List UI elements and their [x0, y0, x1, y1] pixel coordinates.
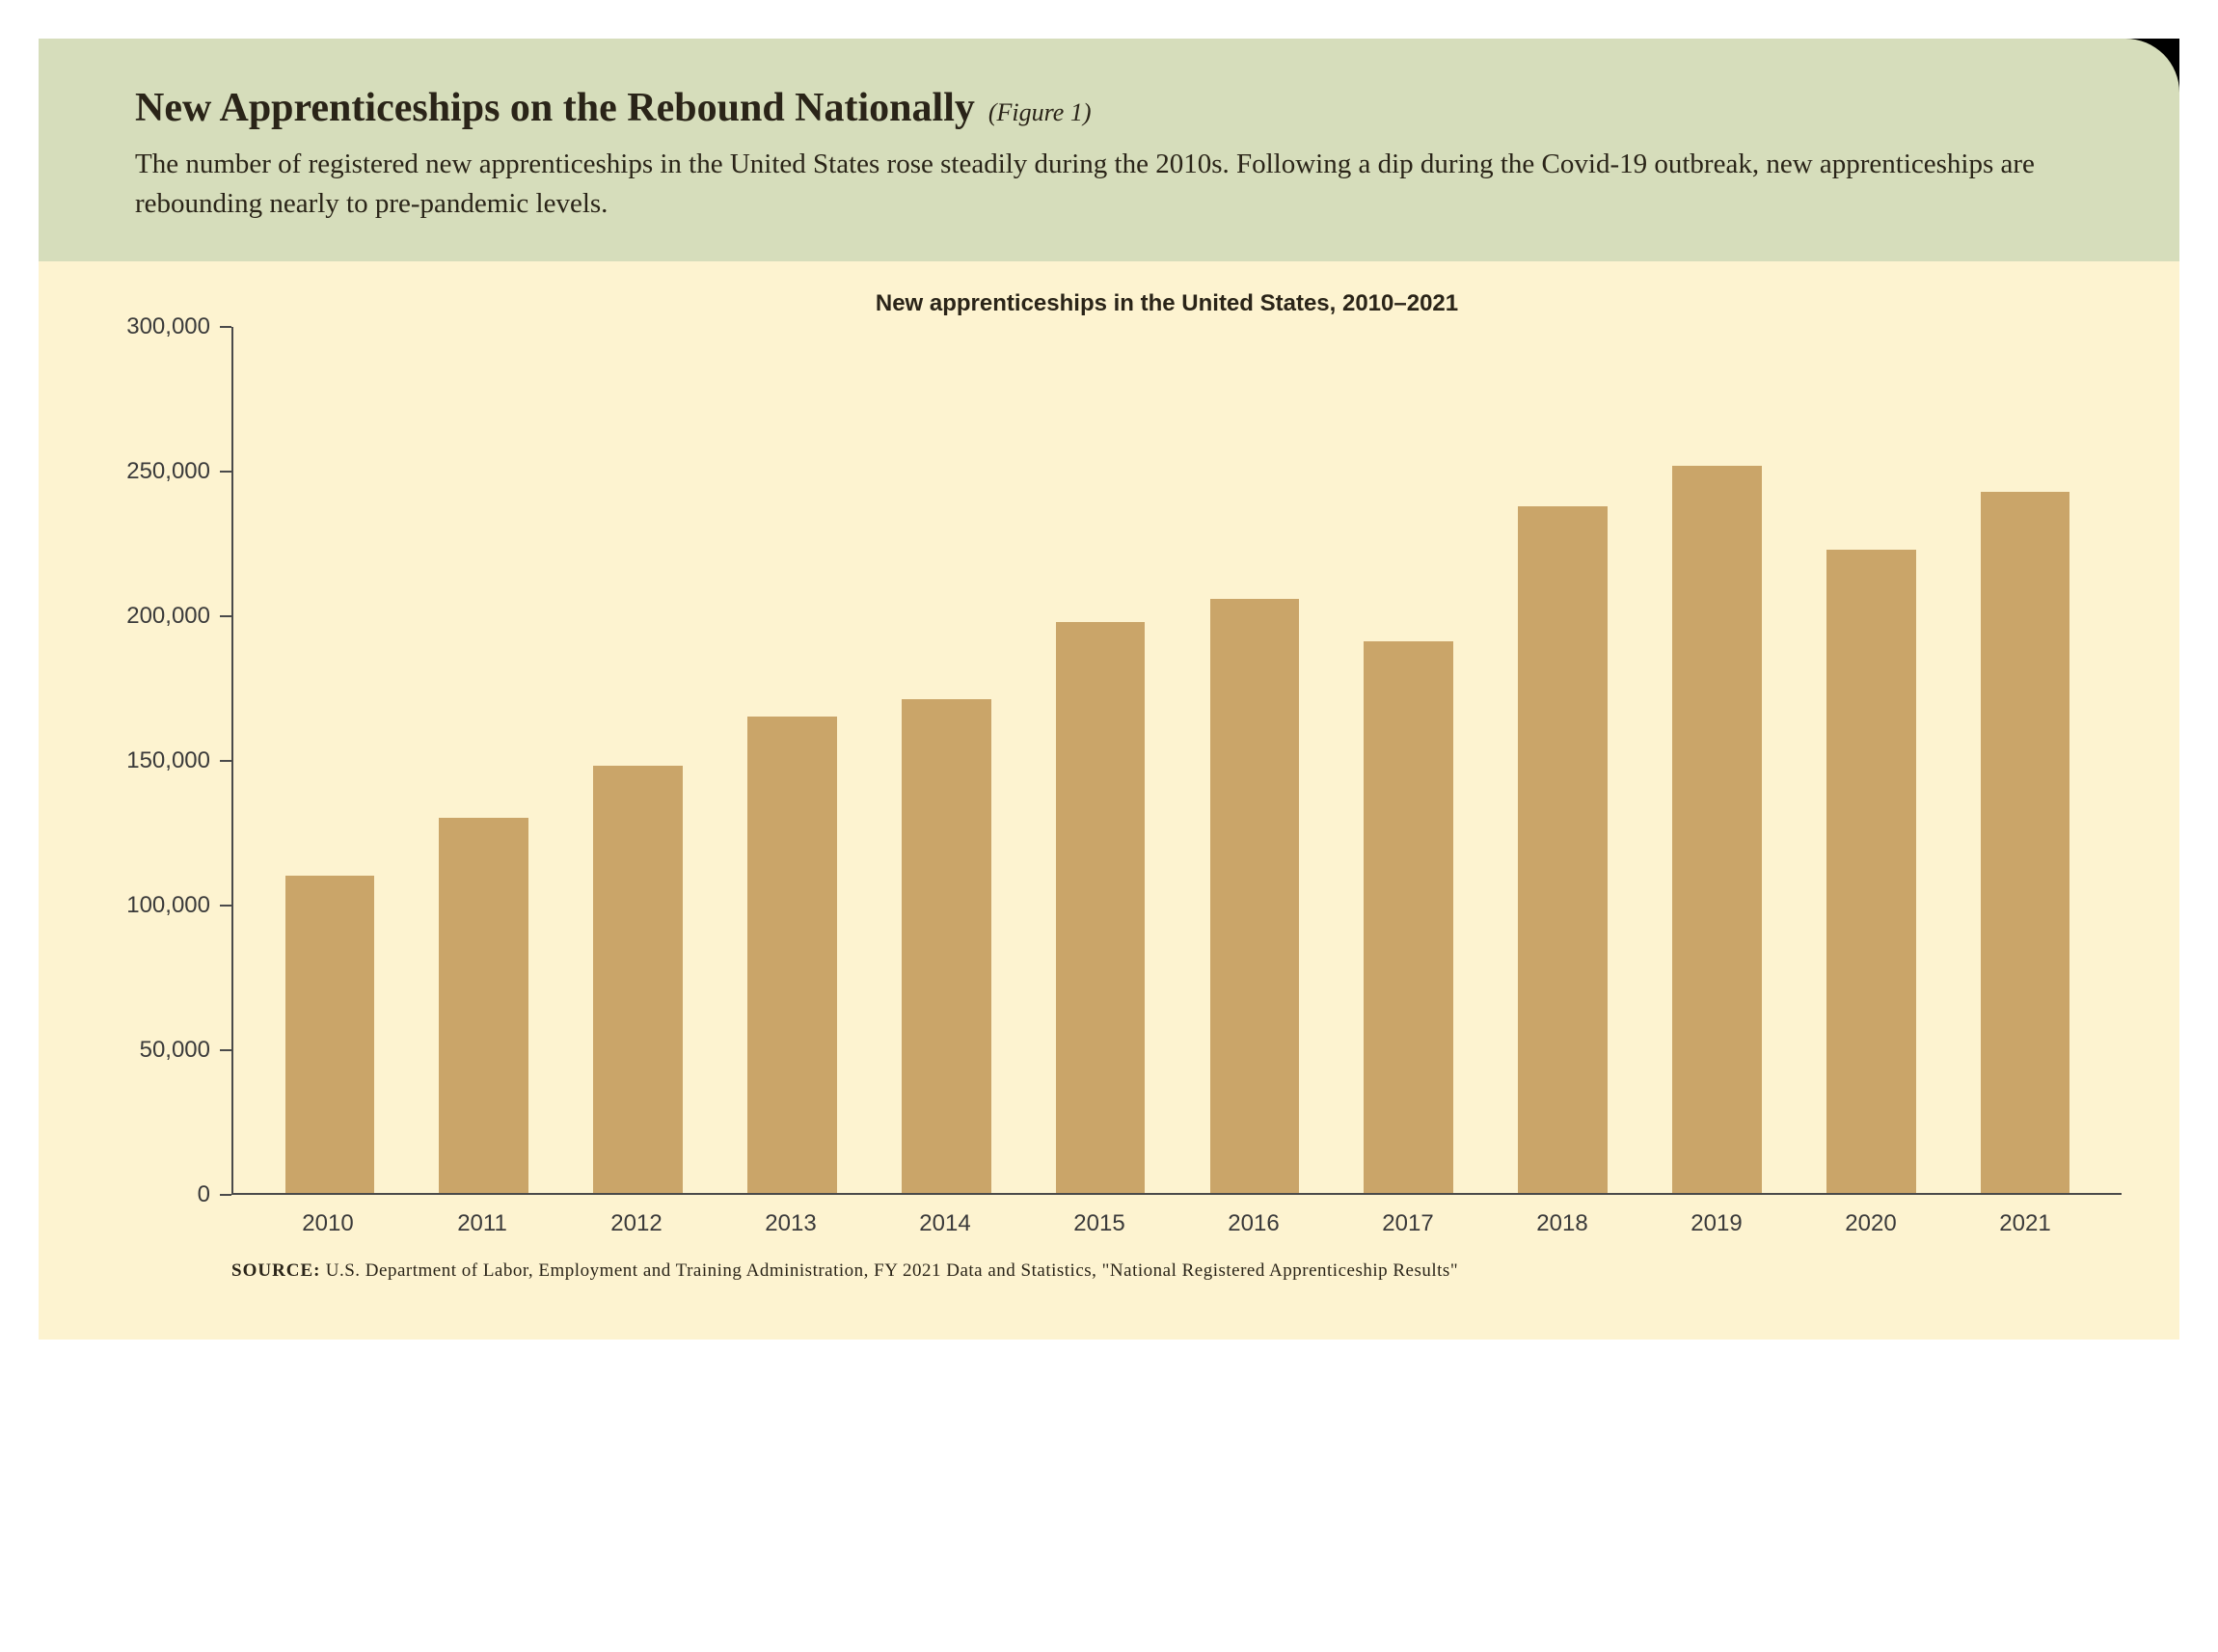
y-tick-mark: [220, 471, 231, 473]
chart-title: New apprenticeships in the United States…: [212, 290, 2122, 317]
bar: [1518, 506, 1608, 1193]
bar: [593, 766, 683, 1193]
x-tick-label: 2011: [405, 1210, 559, 1237]
y-tick-mark: [220, 615, 231, 617]
bar: [1210, 599, 1300, 1194]
bar-slot: [1639, 327, 1794, 1193]
y-tick-mark: [220, 1049, 231, 1051]
y-tick: 50,000: [140, 1037, 231, 1064]
x-tick-label: 2014: [868, 1210, 1022, 1237]
x-tick-label: 2016: [1177, 1210, 1331, 1237]
plot-inner: 050,000100,000150,000200,000250,000300,0…: [96, 327, 2122, 1195]
figure-subtitle: The number of registered new apprentices…: [135, 145, 2083, 223]
y-tick-mark: [220, 326, 231, 328]
figure-label: (Figure 1): [988, 98, 1092, 127]
chart-band: New apprenticeships in the United States…: [39, 261, 2179, 1340]
y-tick-label: 100,000: [126, 892, 220, 919]
bar-slot: [715, 327, 869, 1193]
x-tick-label: 2019: [1639, 1210, 1794, 1237]
bar-slot: [561, 327, 716, 1193]
title-row: New Apprenticeships on the Rebound Natio…: [135, 85, 2083, 131]
y-tick-label: 250,000: [126, 458, 220, 485]
bar: [1826, 550, 1916, 1194]
x-tick-label: 2015: [1022, 1210, 1177, 1237]
bar: [1056, 622, 1146, 1194]
bar-slot: [1177, 327, 1332, 1193]
y-tick-label: 0: [198, 1181, 220, 1208]
plot-area: 050,000100,000150,000200,000250,000300,0…: [96, 327, 2122, 1282]
y-axis: 050,000100,000150,000200,000250,000300,0…: [96, 327, 231, 1195]
x-tick-label: 2018: [1485, 1210, 1639, 1237]
y-tick-mark: [220, 905, 231, 907]
y-tick: 300,000: [126, 313, 231, 340]
figure-title: New Apprenticeships on the Rebound Natio…: [135, 85, 975, 131]
y-tick-label: 300,000: [126, 313, 220, 340]
source-line: SOURCE: U.S. Department of Labor, Employ…: [231, 1260, 2122, 1282]
x-tick-label: 2013: [714, 1210, 868, 1237]
bar: [1364, 641, 1453, 1193]
source-prefix: SOURCE:: [231, 1260, 321, 1281]
x-tick-label: 2010: [251, 1210, 405, 1237]
bar: [1672, 466, 1762, 1193]
bar: [1981, 492, 2070, 1193]
y-tick: 100,000: [126, 892, 231, 919]
bar-slot: [1794, 327, 1948, 1193]
bars-region: [231, 327, 2122, 1195]
x-tick-label: 2020: [1794, 1210, 1948, 1237]
y-tick-label: 200,000: [126, 603, 220, 630]
y-tick-mark: [220, 760, 231, 762]
bar: [439, 818, 528, 1193]
header-band: New Apprenticeships on the Rebound Natio…: [39, 39, 2179, 261]
bar-slot: [1486, 327, 1640, 1193]
bar-slot: [407, 327, 561, 1193]
bar: [747, 717, 837, 1193]
bar-slot: [253, 327, 407, 1193]
y-tick: 150,000: [126, 747, 231, 774]
y-tick-label: 150,000: [126, 747, 220, 774]
source-text: U.S. Department of Labor, Employment and…: [321, 1260, 1459, 1281]
bar-slot: [1332, 327, 1486, 1193]
y-tick: 0: [198, 1181, 231, 1208]
y-tick-label: 50,000: [140, 1037, 220, 1064]
y-tick: 200,000: [126, 603, 231, 630]
bar: [285, 876, 375, 1193]
x-tick-label: 2012: [559, 1210, 714, 1237]
bar-slot: [1023, 327, 1177, 1193]
figure-container: New Apprenticeships on the Rebound Natio…: [39, 39, 2179, 1340]
x-tick-label: 2021: [1948, 1210, 2102, 1237]
y-tick: 250,000: [126, 458, 231, 485]
y-tick-mark: [220, 1194, 231, 1196]
bar-slot: [869, 327, 1023, 1193]
x-tick-label: 2017: [1331, 1210, 1485, 1237]
bar-slot: [1948, 327, 2102, 1193]
x-axis-labels: 2010201120122013201420152016201720182019…: [231, 1210, 2122, 1237]
bar: [902, 699, 991, 1193]
